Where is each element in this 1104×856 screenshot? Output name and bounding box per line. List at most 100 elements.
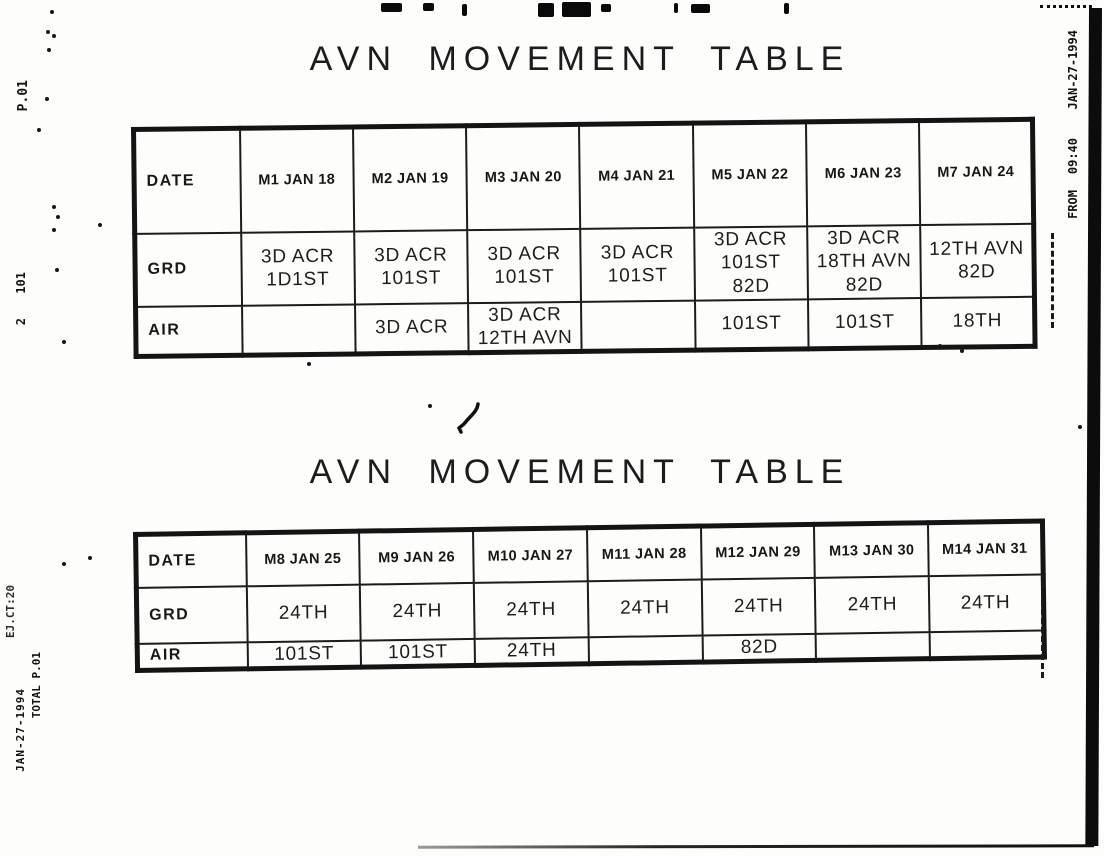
data-cell: 24TH <box>815 575 930 634</box>
date-corner-label: DATE <box>133 128 241 234</box>
column-header: M6 JAN 23 <box>805 120 921 226</box>
data-cell <box>588 635 703 664</box>
data-cell: 24TH <box>246 584 361 642</box>
scan-bottom-line <box>417 844 1095 849</box>
scan-speckle <box>55 268 59 272</box>
header-row: DATE M1 JAN 18 M2 JAN 19 M3 JAN 20 M4 JAN 21… <box>133 119 1034 234</box>
scan-smudge <box>423 3 434 11</box>
column-header: M14 JAN 31 <box>928 521 1043 576</box>
cell-line: 18TH AVN <box>816 250 912 273</box>
data-cell: 3D ACR 101ST 82D <box>693 225 808 301</box>
scan-smudge <box>601 4 611 12</box>
cell-line: 101ST <box>274 642 335 665</box>
cell-line: 101ST <box>834 311 896 334</box>
scan-speckle <box>56 215 60 219</box>
fax-date-text-right: JAN-27-1994 <box>1066 30 1080 110</box>
cell-line: 101ST <box>607 264 668 287</box>
row-label: AIR <box>135 305 243 357</box>
cell-line: 82D <box>732 275 770 297</box>
cell-line: 3D ACR <box>600 241 675 264</box>
scan-dot-row <box>1040 5 1092 8</box>
cell-line: 101ST <box>387 640 449 663</box>
fax-page-number: P.01 <box>16 80 31 112</box>
data-cell: 82D <box>702 633 817 662</box>
scan-speckle <box>960 349 964 353</box>
scan-smudge <box>674 3 678 13</box>
cell-line: 3D ACR <box>374 316 449 339</box>
scan-speckle <box>47 48 51 52</box>
scan-smudge <box>538 3 554 17</box>
table-row: GRD 3D ACR 1D1ST 3D ACR 101ST 3D ACR 101ST 3D A… <box>134 223 1035 307</box>
scan-speckle <box>88 556 92 560</box>
scan-smudge <box>462 4 467 16</box>
data-cell: 24TH <box>587 579 703 637</box>
fax-from-text-right: FROM <box>1066 190 1080 219</box>
scan-speckle <box>52 228 56 232</box>
fax-time-text-right: 09:40 <box>1066 138 1080 175</box>
scan-speckle <box>1078 425 1082 429</box>
scan-speckle <box>37 128 41 132</box>
column-header: M3 JAN 20 <box>466 124 581 230</box>
scan-smudge <box>381 3 402 12</box>
table-row: AIR 3D ACR 3D ACR 12TH AVN 101ST 101ST 18TH <box>135 296 1036 357</box>
fax-date-text-left: JAN-27-1994 <box>14 688 27 772</box>
column-header: M12 JAN 29 <box>700 524 816 580</box>
column-header: M13 JAN 30 <box>814 522 930 578</box>
scan-smudge <box>562 2 591 17</box>
column-header: M1 JAN 18 <box>239 126 354 233</box>
cell-line: 1D1ST <box>266 268 330 291</box>
scan-speckle <box>307 362 311 366</box>
cell-line: 101ST <box>494 266 555 288</box>
column-header: M5 JAN 22 <box>692 121 808 228</box>
fax-total-page-text: TOTAL P.01 <box>30 652 43 719</box>
cell-line: 101ST <box>720 252 782 274</box>
cell-line: 18TH <box>952 310 1003 332</box>
column-header: M2 JAN 19 <box>352 125 468 231</box>
pen-squiggle-mark <box>457 402 480 434</box>
row-label: AIR <box>137 641 248 671</box>
cell-line: 12TH AVN <box>477 326 573 349</box>
cell-line: 24TH <box>847 593 898 616</box>
cell-line: 24TH <box>392 600 443 623</box>
scan-speckle <box>50 10 54 14</box>
cell-line: 82D <box>845 274 884 296</box>
scan-speckle <box>46 30 50 34</box>
page-title-second: AVN MOVEMENT TABLE <box>309 453 851 491</box>
scan-speckle <box>52 34 56 38</box>
data-cell: 3D ACR <box>354 302 469 354</box>
data-cell: 24TH <box>929 574 1044 632</box>
data-cell <box>816 631 931 661</box>
cell-line: 24TH <box>619 596 670 619</box>
fax-margin-text-101: 101 <box>14 272 28 294</box>
column-header: M4 JAN 21 <box>579 123 694 229</box>
data-cell: 3D ACR 101ST <box>580 227 695 302</box>
date-corner-label: DATE <box>135 532 247 588</box>
scan-speckle <box>45 97 49 101</box>
data-cell: 101ST <box>694 298 809 350</box>
scan-dash-column-lower <box>1041 573 1044 678</box>
data-cell <box>581 300 696 352</box>
page-title: AVN MOVEMENT TABLE <box>309 40 851 78</box>
scan-speckle <box>62 562 66 566</box>
data-cell: 101ST <box>807 297 922 349</box>
cell-line: 24TH <box>506 598 557 621</box>
data-cell: 3D ACR 18TH AVN 82D <box>807 224 922 299</box>
data-cell: 3D ACR 12TH AVN <box>468 301 582 353</box>
data-cell <box>241 303 356 356</box>
cell-line: 82D <box>958 261 996 283</box>
scan-dash-column <box>1051 233 1054 328</box>
scan-smudge <box>784 3 789 14</box>
data-cell: 18TH <box>921 296 1036 348</box>
scan-speckle <box>938 344 942 348</box>
cell-line: 3D ACR <box>713 228 788 251</box>
cell-line: 24TH <box>960 591 1011 614</box>
column-header: M8 JAN 25 <box>245 531 361 586</box>
cell-line: 3D ACR <box>487 242 562 265</box>
cell-line: 24TH <box>506 639 557 661</box>
cell-line: 3D ACR <box>827 227 901 250</box>
row-label: GRD <box>136 585 248 644</box>
data-cell: 101ST <box>360 638 476 667</box>
scan-speckle <box>52 205 56 209</box>
cell-line: 3D ACR <box>374 244 448 267</box>
